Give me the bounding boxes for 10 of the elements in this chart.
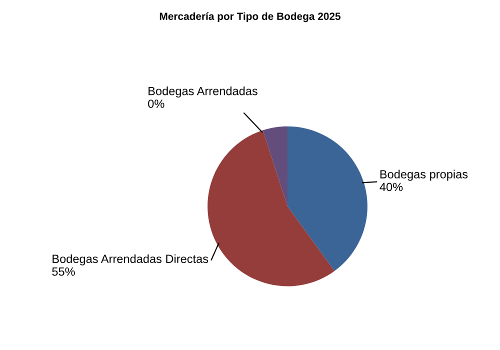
chart-title: Mercadería por Tipo de Bodega 2025 (160, 12, 341, 22)
pie-slice (208, 130, 334, 286)
data-label: 40% (380, 182, 403, 192)
slice-label: Bodegas propias (380, 170, 468, 181)
slice-label: Bodegas Arrendadas Directas (52, 254, 208, 266)
pie-slice (262, 126, 288, 206)
category-label: Bodegas Arrendadas (148, 86, 258, 98)
data-label: 55% (52, 267, 75, 276)
pie-slice (288, 126, 368, 271)
text: 0% (148, 100, 164, 108)
